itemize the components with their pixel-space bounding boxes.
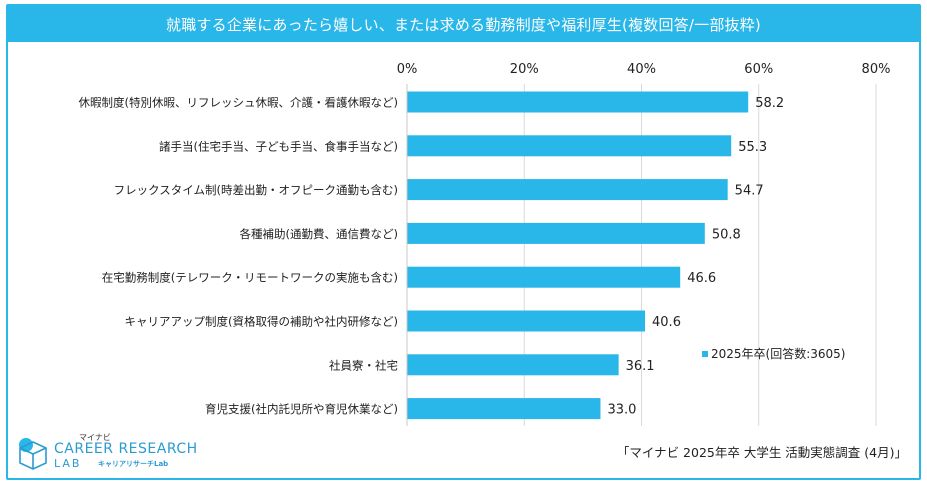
x-tick-label: 20% bbox=[510, 62, 539, 77]
bar bbox=[407, 398, 601, 420]
logo-cube-icon bbox=[19, 438, 47, 470]
data-label: 36.1 bbox=[626, 359, 655, 374]
logo-main-text: CAREER RESEARCH bbox=[54, 441, 198, 457]
data-label: 58.2 bbox=[755, 96, 784, 111]
bar bbox=[407, 222, 705, 244]
bar bbox=[407, 266, 681, 288]
category-label: 社員寮・社宅 bbox=[329, 358, 398, 372]
bar bbox=[407, 91, 749, 113]
source-note: 「マイナビ 2025年卒 大学生 活動実態調査 (4月)」 bbox=[616, 445, 907, 460]
category-label: 諸手当(住宅手当、子ども手当、食事手当など) bbox=[159, 139, 398, 153]
x-tick-label: 40% bbox=[627, 62, 656, 77]
data-label: 50.8 bbox=[712, 227, 741, 242]
logo-lab-text: LAB bbox=[54, 457, 82, 470]
data-label: 40.6 bbox=[652, 315, 681, 330]
x-tick-label: 80% bbox=[862, 62, 891, 77]
data-label: 55.3 bbox=[738, 140, 767, 155]
bar bbox=[407, 310, 646, 332]
career-research-lab-logo: マイナビ CAREER RESEARCH LAB キャリアリサーチLab bbox=[16, 432, 206, 472]
legend-swatch bbox=[702, 351, 708, 357]
chart-title: 就職する企業にあったら嬉しい、または求める勤務制度や福利厚生(複数回答/一部抜粋… bbox=[8, 6, 919, 42]
x-tick-label: 60% bbox=[744, 62, 773, 77]
logo-sub-text: キャリアリサーチLab bbox=[98, 460, 169, 468]
legend-label: 2025年卒(回答数:3605) bbox=[711, 346, 846, 361]
category-label: 休暇制度(特別休暇、リフレッシュ休暇、介護・看護休暇など) bbox=[79, 96, 398, 110]
category-label: 育児支援(社内託児所や育児休業など) bbox=[205, 402, 398, 416]
category-label: 各種補助(通勤費、通信費など) bbox=[240, 227, 398, 241]
data-label: 46.6 bbox=[687, 271, 716, 286]
category-label: キャリアアップ制度(資格取得の補助や社内研修など) bbox=[125, 315, 398, 329]
data-label: 33.0 bbox=[607, 403, 636, 418]
bar bbox=[407, 354, 619, 376]
category-label: フレックスタイム制(時差出勤・オフピーク通勤も含む) bbox=[114, 183, 398, 197]
bar bbox=[407, 179, 728, 201]
x-tick-label: 0% bbox=[397, 62, 418, 77]
logo-small-text: マイナビ bbox=[79, 433, 111, 442]
bar bbox=[407, 135, 732, 157]
legend: 2025年卒(回答数:3605) bbox=[702, 346, 846, 361]
category-label: 在宅勤務制度(テレワーク・リモートワークの実施も含む) bbox=[102, 271, 398, 285]
data-label: 54.7 bbox=[735, 184, 764, 199]
